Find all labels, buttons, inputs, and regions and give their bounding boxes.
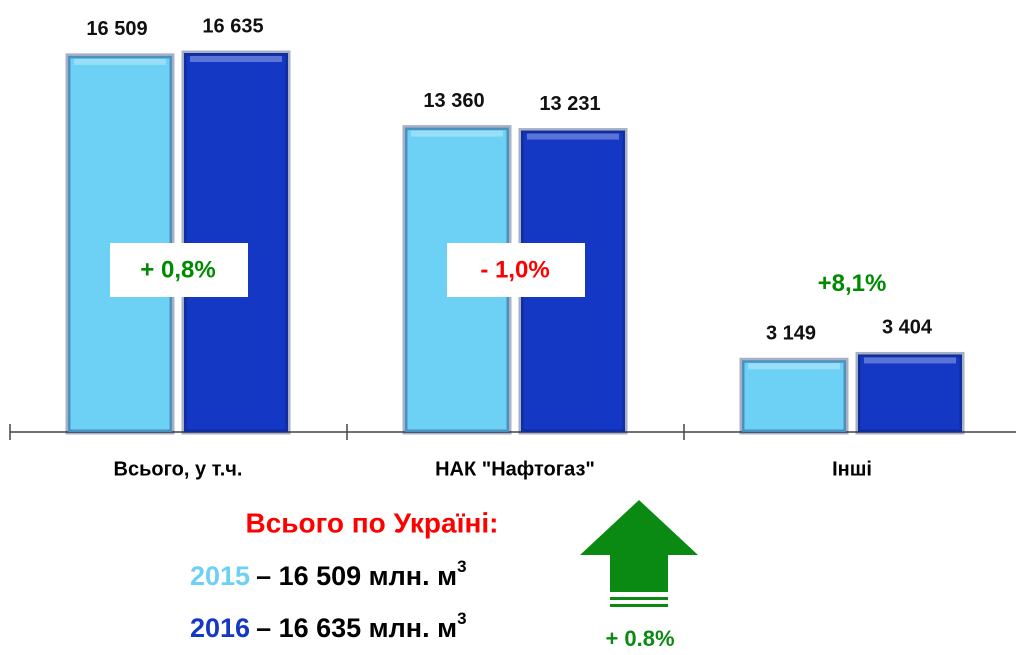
bar <box>181 50 291 435</box>
change-label: +8,1% <box>818 270 887 297</box>
arrow-label: + 0.8% <box>605 626 674 651</box>
bar-highlight <box>527 133 619 140</box>
series-name: 2015 <box>190 561 250 591</box>
change-box <box>447 243 585 297</box>
value-label: 16 509 <box>86 18 147 40</box>
bar-highlight <box>864 357 956 364</box>
x-tick-label: НАК "Нафтогаз" <box>435 458 595 480</box>
x-tick-label: Всього, у т.ч. <box>114 458 243 480</box>
summary-line: 2016– 16 635 млн. м3 <box>190 609 467 643</box>
value-label: 16 635 <box>202 15 263 37</box>
value-label: 13 360 <box>423 90 484 112</box>
bar <box>855 351 965 435</box>
bar-highlight <box>411 130 503 137</box>
bar-highlight <box>748 363 840 370</box>
value-label: 3 149 <box>766 323 816 345</box>
arrow-stripe <box>610 604 668 607</box>
change-box <box>110 243 248 297</box>
unit-power: 3 <box>457 609 466 628</box>
change-label: + 0,8% <box>140 256 215 283</box>
bar-highlight <box>74 58 166 65</box>
x-tick-label: Інші <box>832 458 872 480</box>
series-name: 2016 <box>190 613 250 643</box>
arrow-stripe <box>610 597 668 600</box>
summary-text: – 16 635 млн. м <box>256 613 457 643</box>
up-arrow <box>580 500 698 592</box>
bar-highlight <box>190 56 282 62</box>
value-label: 13 231 <box>539 93 600 115</box>
summary-title: Всього по Україні: <box>245 507 498 538</box>
summary-line: 2015– 16 509 млн. м3 <box>190 557 467 591</box>
summary-text: – 16 509 млн. м <box>256 561 457 591</box>
change-label: - 1,0% <box>480 256 549 283</box>
value-label: 3 404 <box>882 317 933 339</box>
unit-power: 3 <box>457 557 466 576</box>
bar <box>739 357 849 435</box>
